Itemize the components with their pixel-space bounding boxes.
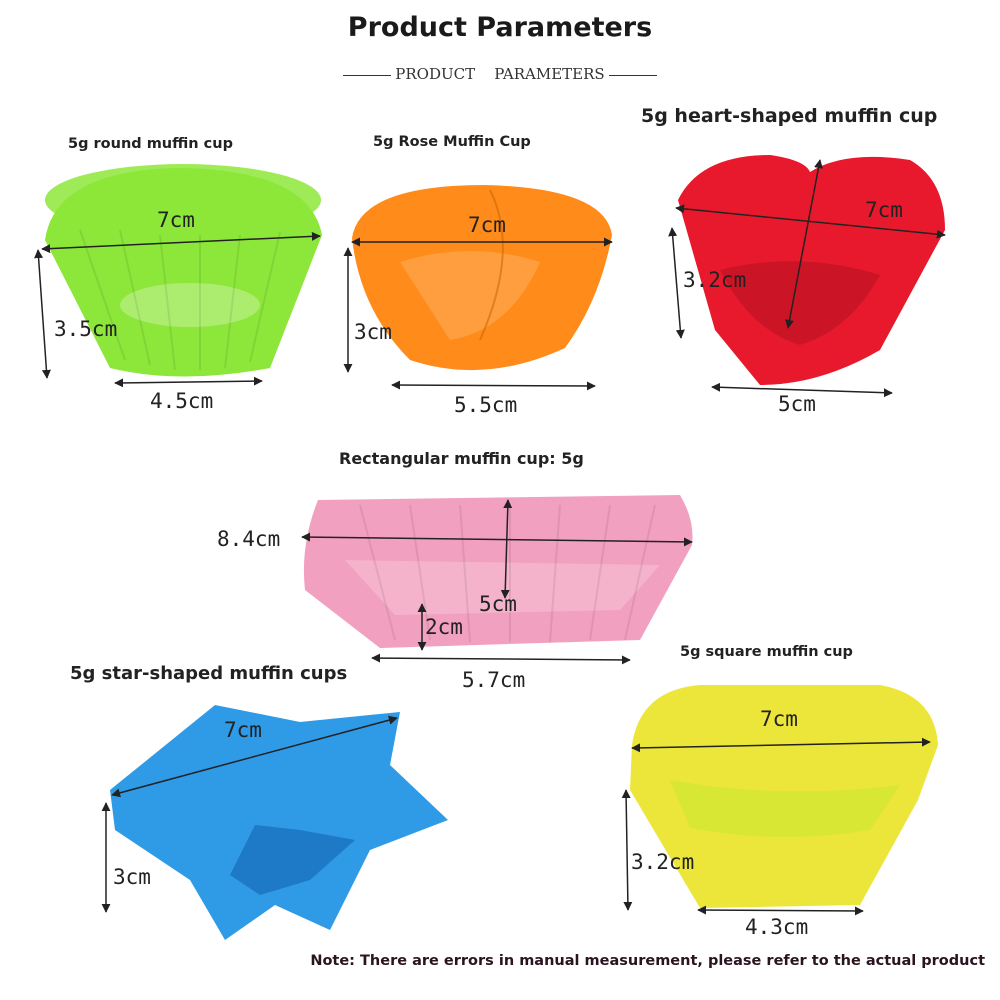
rect-height-dimension: 2cm [425,615,463,639]
rect-width-dim-line [500,499,513,599]
rectangular-muffin-cup-image [301,495,693,665]
rose-height-dimension: 3cm [354,320,392,344]
round-cup-label: 5g round muffin cup [68,136,233,152]
star-top-dim-line [111,715,398,798]
round-bottom-dimension: 4.5cm [150,389,214,413]
rose-cup-label: 5g Rose Muffin Cup [373,134,531,150]
heart-height-dimension: 3.2cm [683,268,747,292]
heart-muffin-cup-image [668,155,946,398]
subtitle-rule-right [608,74,657,76]
round-cup-rim [45,164,321,236]
square-top-dim-line [631,737,931,753]
square-cup-label: 5g square muffin cup [680,644,853,660]
square-height-dimension: 3.2cm [631,850,695,874]
subtitle-rule-left [343,74,392,76]
rose-muffin-cup-image [343,185,613,391]
heart-top-dimension: 7cm [865,198,903,222]
rose-cup-petal [400,251,540,340]
heart-bottom-dimension: 5cm [778,392,816,416]
rose-cup-body [352,185,612,371]
round-muffin-cup-image [34,164,322,388]
star-cup-body [110,705,448,940]
heart-bottom-dim-line [711,382,893,398]
star-muffin-cup-image [101,705,448,940]
star-height-dimension: 3cm [113,865,151,889]
square-top-dimension: 7cm [760,707,798,731]
subtitle-text: PRODUCT PARAMETERS [395,65,605,83]
heart-height-dim-line [668,227,685,339]
round-cup-base-inner [120,283,260,327]
star-cup-label: 5g star-shaped muffin cups [70,663,348,684]
heart-cup-label: 5g heart-shaped muffin cup [641,105,938,127]
rose-bottom-dim-line [391,380,596,391]
rose-cup-fold [479,189,504,341]
page-title: Product Parameters [347,12,653,43]
square-height-dim-line [621,789,633,911]
square-bottom-dim-line [697,905,864,916]
rect-bottom-dimension: 5.7cm [462,668,526,692]
rect-cup-label: Rectangular muffin cup: 5g [339,449,584,468]
star-top-dimension: 7cm [224,718,262,742]
square-muffin-cup-image [621,685,938,916]
round-top-dimension: 7cm [157,208,195,232]
round-bottom-dim-line [114,376,263,388]
round-height-dimension: 3.5cm [54,317,118,341]
square-bottom-dimension: 4.3cm [745,915,809,939]
round-height-dim-line [34,249,51,379]
rose-top-dimension: 7cm [468,213,506,237]
rect-width-dimension: 5cm [479,592,517,616]
rect-length-dim-line [301,532,693,547]
rect-bottom-dim-line [371,653,631,665]
heart-diagonal-dim-line [785,159,823,329]
rect-length-dimension: 8.4cm [217,527,281,551]
square-cup-inner [670,780,900,838]
page-subtitle: PRODUCT PARAMETERS [0,65,1000,83]
star-cup-inner [230,825,355,895]
round-top-dim-line [41,231,321,254]
rose-bottom-dimension: 5.5cm [454,393,518,417]
measurement-note: Note: There are errors in manual measure… [310,953,985,969]
